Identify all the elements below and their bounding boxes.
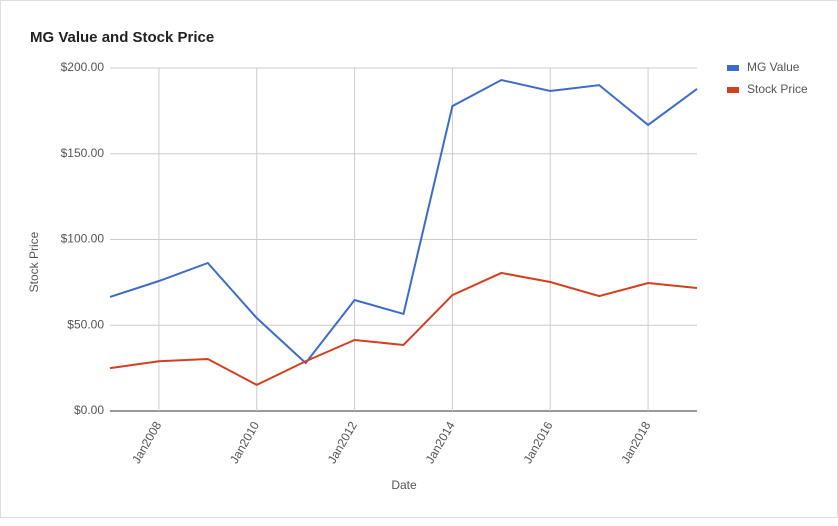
x-axis-label: Date: [391, 478, 417, 492]
legend-swatch: [727, 65, 739, 71]
y-tick-label: $200.00: [61, 60, 105, 74]
series-line: [109, 271, 698, 387]
series-line: [109, 78, 698, 365]
legend-label: Stock Price: [747, 82, 808, 96]
legend-swatch: [727, 87, 739, 93]
legend-label: MG Value: [747, 60, 800, 74]
y-tick-label: $150.00: [61, 146, 105, 160]
y-axis-label: Stock Price: [27, 231, 41, 292]
y-tick-label: $0.00: [74, 403, 104, 417]
y-tick-label: $100.00: [61, 232, 105, 246]
y-tick-label: $50.00: [67, 317, 104, 331]
chart-title: MG Value and Stock Price: [30, 29, 214, 46]
